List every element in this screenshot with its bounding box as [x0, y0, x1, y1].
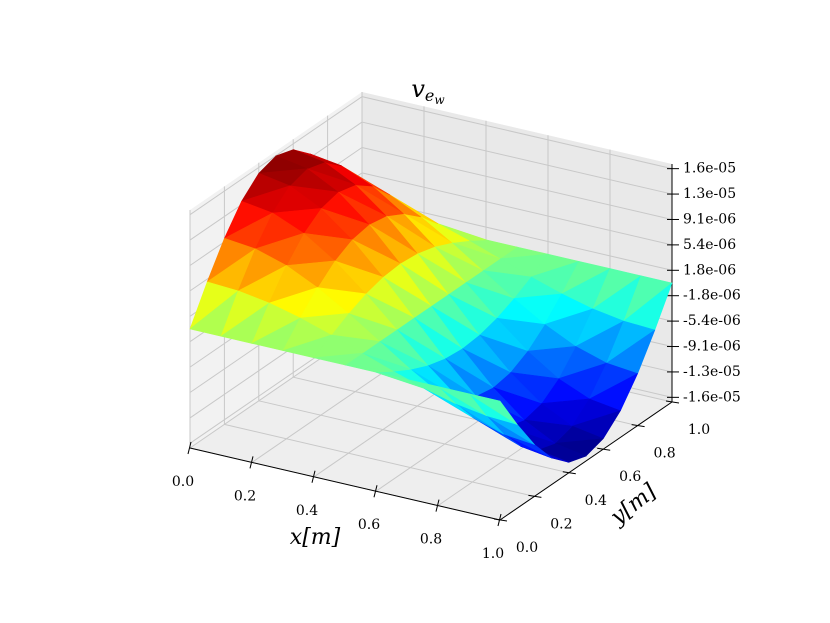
y-tick-label: 0.0: [516, 540, 538, 556]
x-tick-label: 1.0: [482, 546, 504, 562]
z-tick-label: -9.1e-06: [683, 339, 741, 355]
y-tick: [631, 424, 645, 428]
x-tick: [311, 470, 316, 483]
x-tick: [435, 499, 440, 512]
z-tick-label: -1.8e-06: [683, 288, 741, 304]
surface-facet: [437, 386, 487, 416]
x-tick-label: 0.0: [172, 474, 194, 490]
z-tick-label: -1.3e-05: [683, 364, 741, 380]
z-tick-label: 1.8e-06: [683, 262, 736, 278]
z-tick-label: 1.3e-05: [683, 186, 736, 202]
x-tick-label: 0.2: [234, 488, 256, 504]
title-sub: e: [425, 86, 434, 105]
y-tick: [665, 400, 680, 404]
z-tick-label: -1.6e-05: [683, 389, 741, 405]
y-tick: [597, 447, 611, 451]
z-tick-label: -5.4e-06: [683, 313, 741, 329]
grid-line: [361, 146, 673, 220]
y-tick-label: 0.8: [653, 446, 675, 462]
y-tick: [528, 494, 542, 498]
x-tick-label: 0.4: [296, 503, 318, 519]
x-tick: [373, 485, 378, 498]
y-tick: [562, 471, 576, 475]
title-base: v: [411, 75, 425, 103]
surface-facet: [344, 364, 394, 373]
z-tick-label: 5.4e-06: [683, 237, 736, 253]
chart-title: vew: [411, 75, 445, 107]
x-tick-label: 0.6: [358, 517, 380, 533]
grid-line: [224, 423, 535, 497]
title-subsub: w: [434, 93, 445, 107]
x-axis-label: x[m]: [290, 525, 341, 550]
grid-line: [361, 172, 673, 246]
y-tick-label: 0.4: [585, 493, 607, 509]
x-tick-label: 0.8: [420, 532, 442, 548]
surface-facet: [406, 379, 456, 404]
x-tick: [187, 441, 192, 455]
surface-facet: [468, 393, 518, 425]
grid-line: [361, 96, 673, 170]
y-axis-label: y[m]: [605, 479, 661, 531]
z-tick-label: 1.6e-05: [683, 161, 736, 177]
y-tick-label: 0.6: [619, 469, 641, 485]
surface-facet: [313, 352, 363, 366]
grid-line: [258, 400, 569, 474]
y-tick-label: 1.0: [688, 422, 710, 438]
y-tick: [493, 518, 508, 522]
z-tick-label: 9.1e-06: [683, 211, 736, 227]
y-tick-label: 0.2: [550, 516, 572, 532]
x-axis: [189, 447, 501, 521]
grid-line: [361, 121, 673, 195]
x-tick: [249, 456, 254, 469]
y-axis: [499, 401, 673, 521]
